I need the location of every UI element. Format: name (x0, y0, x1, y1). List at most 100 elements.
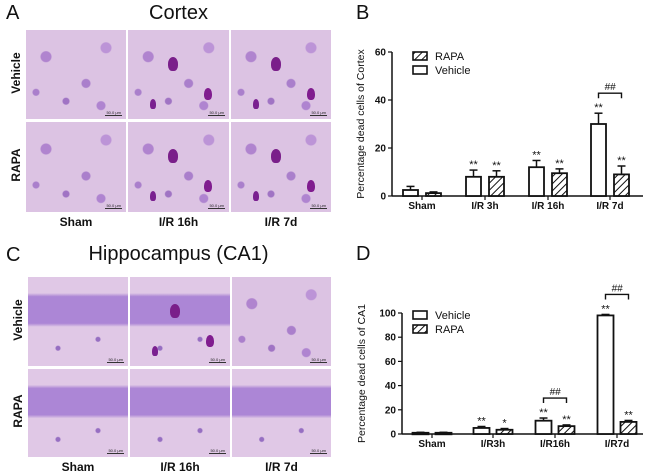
bar-rapa (613, 173, 630, 197)
legend-swatch-rapa (412, 324, 428, 334)
col-label-sham: Sham (59, 215, 93, 229)
bar-chart-cortex: 0 20 40 60 Percentage dead cells of Cortex Sh… (355, 48, 643, 212)
micrograph-ca1-vehicle-ir16h: 50.0 μm (130, 277, 230, 366)
y-axis-label: Percentage dead cells of CA1 (356, 304, 368, 443)
micrograph-cortex-rapa-ir7d: 50.0 μm (231, 122, 331, 212)
legend-label-rapa: RAPA (435, 51, 465, 63)
scale-bar: 50.0 μm (105, 203, 122, 209)
scale-bar: 50.0 μm (310, 203, 327, 209)
scale-bar: 50.0 μm (107, 357, 124, 363)
y-axis-label: Percentage dead cells of Cortex (355, 49, 367, 199)
bar-rapa (488, 175, 505, 197)
legend-swatch-rapa (412, 51, 428, 61)
significance-mark: ** (601, 303, 610, 315)
bar-vehicle (534, 419, 553, 435)
legend-swatch-vehicle (412, 310, 428, 320)
bar-vehicle (411, 431, 430, 436)
y-tick-label: 20 (375, 144, 387, 155)
micrograph-cortex-rapa-sham: 50.0 μm (26, 122, 126, 212)
scale-bar: 50.0 μm (310, 357, 327, 363)
scale-bar: 50.0 μm (105, 110, 122, 116)
panel-letter-b: B (356, 2, 370, 24)
scale-bar: 50.0 μm (310, 448, 327, 454)
bar-rapa (557, 425, 576, 435)
x-tick-label: I/R3h (481, 439, 505, 450)
bar-vehicle (465, 175, 482, 197)
y-tick-label: 20 (385, 405, 397, 416)
bar-vehicle (402, 189, 419, 197)
micrograph-cortex-vehicle-sham: 50.0 μm (26, 30, 126, 119)
bar-vehicle (596, 314, 615, 435)
comparison-bracket (597, 92, 623, 99)
scale-bar: 50.0 μm (208, 110, 225, 116)
bar-vehicle (528, 166, 545, 197)
comparison-bracket (604, 293, 630, 300)
micrograph-ca1-rapa-sham: 50.0 μm (28, 369, 128, 457)
y-tick-label: 0 (390, 430, 396, 441)
legend-swatch-vehicle (412, 65, 428, 75)
significance-mark: ** (562, 414, 571, 426)
y-tick-label: 40 (385, 381, 397, 392)
y-tick-label: 60 (385, 357, 397, 368)
scale-bar: 50.0 μm (310, 110, 327, 116)
bar-vehicle (472, 427, 491, 435)
micrograph-cortex-vehicle-ir16h: 50.0 μm (128, 30, 229, 119)
bar-rapa (551, 172, 568, 197)
panel-title-cortex: Cortex (149, 2, 208, 24)
col-label-ir7d: I/R 7d (264, 215, 298, 229)
x-tick-label: I/R16h (540, 439, 570, 450)
significance-mark: ** (555, 158, 564, 170)
bar-vehicle (590, 123, 607, 197)
col-label-ir16h: I/R 16h (160, 460, 200, 474)
significance-mark: ** (617, 155, 626, 167)
significance-mark: ** (492, 160, 501, 172)
bar-rapa (434, 431, 453, 436)
micrograph-ca1-rapa-ir16h: 50.0 μm (130, 369, 230, 457)
panel-letter-c: C (6, 244, 21, 266)
panel-title-hippocampus: Hippocampus (CA1) (88, 243, 269, 265)
micrograph-cortex-rapa-ir16h: 50.0 μm (128, 122, 229, 212)
comparison-bracket (542, 397, 568, 404)
x-tick-label: I/R 16h (532, 201, 565, 212)
col-label-sham: Sham (61, 460, 95, 474)
y-tick-label: 0 (380, 192, 386, 203)
scale-bar: 50.0 μm (107, 448, 124, 454)
scale-bar: 50.0 μm (208, 203, 225, 209)
significance-mark: ** (594, 102, 603, 114)
significance-mark: * (502, 418, 507, 430)
y-tick-label: 40 (375, 96, 387, 107)
micrograph-cortex-vehicle-ir7d: 50.0 μm (231, 30, 331, 119)
col-label-ir16h: I/R 16h (158, 215, 199, 229)
hippocampus-micrograph-grid: 50.0 μm 50.0 μm 50.0 μm 50.0 μm 50.0 μm … (28, 277, 331, 457)
micrograph-ca1-vehicle-sham: 50.0 μm (28, 277, 128, 366)
comparison-label: ## (604, 82, 616, 93)
scale-bar: 50.0 μm (209, 448, 226, 454)
significance-mark: ** (532, 149, 541, 161)
y-tick-label: 60 (375, 48, 387, 59)
significance-mark: ** (477, 415, 486, 427)
bar-rapa (619, 420, 638, 435)
x-tick-label: I/R7d (605, 439, 629, 450)
significance-mark: ** (469, 159, 478, 171)
comparison-label: ## (549, 387, 561, 398)
panel-letter-d: D (356, 243, 371, 265)
x-tick-label: Sham (408, 201, 435, 212)
micrograph-ca1-vehicle-ir7d: 50.0 μm (232, 277, 331, 366)
y-tick-label: 80 (385, 333, 397, 344)
col-label-ir7d: I/R 7d (265, 460, 298, 474)
significance-mark: ** (624, 409, 633, 421)
legend-label-vehicle: Vehicle (435, 310, 470, 322)
legend-label-vehicle: Vehicle (435, 65, 470, 77)
cortex-micrograph-grid: 50.0 μm 50.0 μm 50.0 μm 50.0 μm 50.0 μm … (26, 30, 331, 212)
significance-mark: ** (539, 407, 548, 419)
comparison-label: ## (611, 283, 623, 294)
micrograph-ca1-rapa-ir7d: 50.0 μm (232, 369, 331, 457)
y-tick-label: 100 (379, 309, 396, 320)
bar-rapa (495, 428, 514, 435)
panel-letter-a: A (6, 2, 20, 24)
legend-label-rapa: RAPA (435, 324, 465, 336)
x-tick-label: Sham (418, 439, 445, 450)
scale-bar: 50.0 μm (209, 357, 226, 363)
bar-rapa (425, 192, 442, 197)
